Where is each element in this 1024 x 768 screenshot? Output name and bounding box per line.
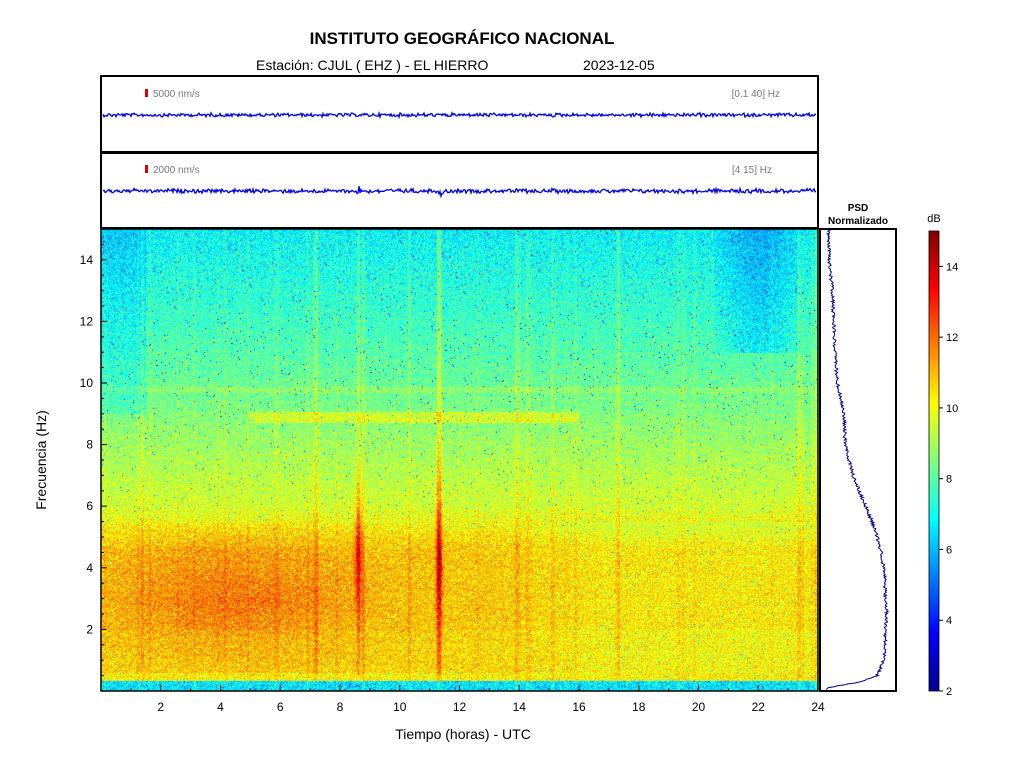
colorbar-tick-label: 14 bbox=[946, 261, 958, 273]
x-tick-label: 22 bbox=[752, 700, 766, 714]
x-tick-label: 8 bbox=[337, 700, 344, 714]
trace-scale-label: 5000 nm/s bbox=[153, 89, 200, 100]
y-tick-label: 10 bbox=[80, 376, 94, 390]
spectrogram-image bbox=[101, 229, 818, 691]
x-tick-label: 12 bbox=[453, 700, 467, 714]
y-tick-label: 8 bbox=[86, 438, 93, 452]
scale-bar-icon bbox=[145, 165, 148, 173]
seismic-trace-line bbox=[102, 186, 817, 199]
colorbar-tick-label: 2 bbox=[946, 686, 952, 698]
y-axis-label: Frecuencia (Hz) bbox=[33, 410, 49, 510]
scale-bar-icon bbox=[145, 89, 148, 97]
x-axis: 2 4 6 8 10 12 14 16 18 20 22 24 bbox=[130, 685, 825, 714]
x-tick-label: 18 bbox=[632, 700, 646, 714]
figure-title: INSTITUTO GEOGRÁFICO NACIONAL bbox=[310, 29, 615, 48]
date-label: 2023-12-05 bbox=[583, 57, 655, 73]
x-tick-label: 24 bbox=[811, 700, 825, 714]
psd-panel: PSD Normalizado bbox=[819, 203, 897, 692]
seismic-trace-line bbox=[102, 110, 817, 120]
trace-band-label: [0.1 40] Hz bbox=[732, 89, 780, 100]
psd-subtitle: Normalizado bbox=[828, 216, 888, 227]
x-tick-label: 4 bbox=[217, 700, 224, 714]
trace-panel-filtered: 2000 nm/s [4 15] Hz bbox=[100, 152, 819, 229]
psd-frame bbox=[819, 228, 897, 692]
colorbar-tick-label: 10 bbox=[946, 403, 958, 415]
trace-panel-broadband: 5000 nm/s [0.1 40] Hz bbox=[100, 75, 819, 153]
colorbar-unit: dB bbox=[927, 213, 940, 225]
colorbar-tick-label: 6 bbox=[946, 544, 952, 556]
x-tick-label: 10 bbox=[393, 700, 407, 714]
x-tick-label: 14 bbox=[513, 700, 527, 714]
x-axis-label: Tiempo (horas) - UTC bbox=[395, 726, 531, 742]
y-axis: 2 4 6 8 10 12 14 bbox=[80, 243, 107, 677]
colorbar-gradient bbox=[928, 230, 940, 692]
y-tick-label: 4 bbox=[86, 561, 93, 575]
trace-band-label: [4 15] Hz bbox=[732, 165, 772, 176]
x-tick-label: 6 bbox=[277, 700, 284, 714]
trace-scale-label: 2000 nm/s bbox=[153, 165, 200, 176]
x-tick-label: 2 bbox=[157, 700, 164, 714]
psd-curve bbox=[825, 228, 890, 690]
psd-title: PSD bbox=[848, 203, 869, 214]
station-label: Estación: CJUL ( EHZ ) - EL HIERRO bbox=[256, 57, 488, 73]
colorbar-tick-label: 8 bbox=[946, 474, 952, 486]
y-tick-label: 6 bbox=[86, 499, 93, 513]
y-tick-label: 14 bbox=[80, 253, 94, 267]
colorbar: dB 2 4 6 8 10 12 14 bbox=[927, 213, 958, 698]
colorbar-tick-label: 12 bbox=[946, 332, 958, 344]
y-tick-label: 12 bbox=[80, 314, 94, 328]
colorbar-tick-label: 4 bbox=[946, 615, 952, 627]
x-tick-label: 16 bbox=[572, 700, 586, 714]
x-tick-label: 20 bbox=[692, 700, 706, 714]
y-tick-label: 2 bbox=[86, 622, 93, 636]
